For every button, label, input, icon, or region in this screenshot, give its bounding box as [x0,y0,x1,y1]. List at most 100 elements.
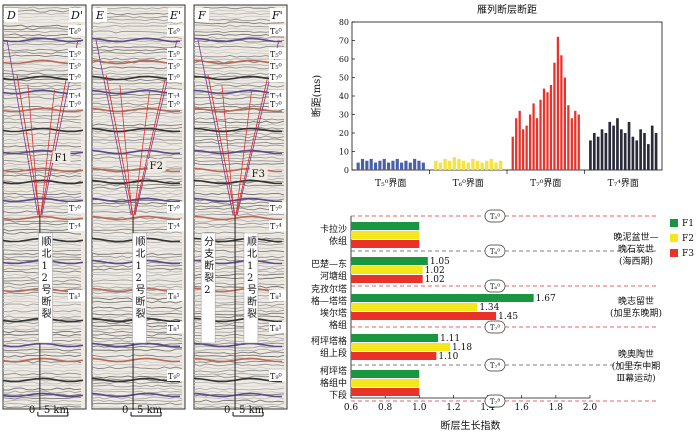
reflector-line [2,195,82,199]
label-bg [167,220,184,231]
scale-zero: 0 [29,405,35,416]
category-label: 格—塔塔 [311,295,347,307]
reflector-line [193,162,285,166]
value-label: 1.05 [430,257,450,267]
reflector-line [91,141,183,145]
fault-line [16,74,41,216]
reflector-line [193,126,285,130]
seismic-profiles: D D'F1顺北12号断裂T₆⁰T₅⁰T₅⁰T₇⁰T₇⁴T₇⁰T₇⁰T₇⁴T₈¹0… [2,4,288,417]
fault-throw-bar-chart: 雁列断层断距 0 10 20 30 40 50 60 70 80 断距(ms) T₅⁰界面 T₆⁰界面 T… [310,3,663,189]
reflector-line [193,42,285,46]
reflector-line [193,390,285,394]
throw-bar [574,110,577,170]
label-bg [269,60,286,71]
y-tick-label: 50 [339,74,349,83]
fault-label: F1 [54,153,67,164]
reflector-line [91,147,183,151]
category-label: 巴楚—东 [311,258,347,270]
reflector-line [91,213,183,217]
reflector-line [2,81,82,85]
label-bg [269,290,286,301]
throw-bar [480,162,484,170]
strong-reflector [91,127,181,133]
reflector-line [193,114,285,118]
period-label: 晚志留世 [618,295,654,307]
strong-reflector [2,392,84,398]
fault-name-char: 2 [247,273,253,284]
category-label: 格组 [329,319,347,331]
reflector-line [193,147,285,151]
reflector-line [193,84,285,88]
throw-bar [515,118,518,170]
throw-bar [532,103,535,170]
strong-reflector [2,37,84,43]
throw-bar [448,160,452,170]
reflector-line [2,375,82,379]
reflector-line [2,381,82,385]
reflector-line [193,351,285,355]
horizon-label: T₆⁰ [168,27,180,36]
strong-reflector [91,37,181,43]
throw-bar [373,162,378,170]
horizon-label: T₇⁰ [270,73,282,82]
legend-label: F2 [682,234,694,244]
scale-label: 5 km [44,405,70,416]
reflector-line [2,162,82,166]
fault-line [221,84,235,216]
throw-bar [592,133,596,170]
throw-bar [623,133,627,170]
reflector-line [2,192,82,196]
reflector-line [193,171,285,175]
label-bg [132,232,147,344]
fault-name-char: 号 [42,284,52,296]
throw-bar [522,129,525,170]
fault-name-char: 号 [247,284,257,296]
fault-line [119,84,133,216]
reflector-line [193,6,285,10]
strong-reflector [2,107,84,113]
reflector-line [2,147,82,151]
horizon-label: T₉⁰ [270,372,282,381]
reflector-line [193,132,285,136]
label-bg [167,98,184,109]
fault-line [235,79,268,216]
reflector-line [193,135,285,139]
period-label: Ⅲ幕运动) [616,372,655,384]
throw-bar [647,144,650,170]
label-bg [69,8,85,22]
label-bg [168,8,184,22]
reflector-line [193,354,285,358]
x-tick-label: 0.8 [378,403,393,413]
throw-bar [567,105,570,170]
reflector-line [91,363,183,367]
throw-bar [452,157,457,170]
boundary-badge [484,358,506,372]
throw-bar [489,158,494,170]
throw-bar [560,55,563,170]
boundary-badge [484,394,506,408]
reflector-line [91,186,183,190]
throw-bar [360,158,365,170]
reflector-line [193,45,285,49]
throw-bar [627,121,631,170]
y-tick-label: 80 [339,18,349,27]
throw-bar [528,114,532,170]
reflector-line [2,351,82,355]
strong-reflector [193,149,283,155]
seismic-panel: F F'F3顺北12号断裂分支断裂2T₆⁰T₅⁰T₅⁰T₇⁰T₇⁴T₇⁰T₇⁰T₇… [193,4,288,417]
reflector-line [193,357,285,361]
reflector-line [91,132,183,136]
reflector-line [2,108,82,112]
growth-bar [351,334,439,342]
growth-bar [351,294,534,302]
strong-reflector [91,179,181,185]
reflector-line [2,402,82,406]
horizon-label: T₇⁰ [168,73,180,82]
throw-bar [546,92,549,170]
profile-label-right: D' [70,9,83,22]
throw-bar [654,133,658,170]
horizon-label: T₆⁰ [69,27,81,36]
label-bg [269,25,286,36]
value-label: 1.02 [425,266,445,276]
reflector-line [2,21,82,25]
